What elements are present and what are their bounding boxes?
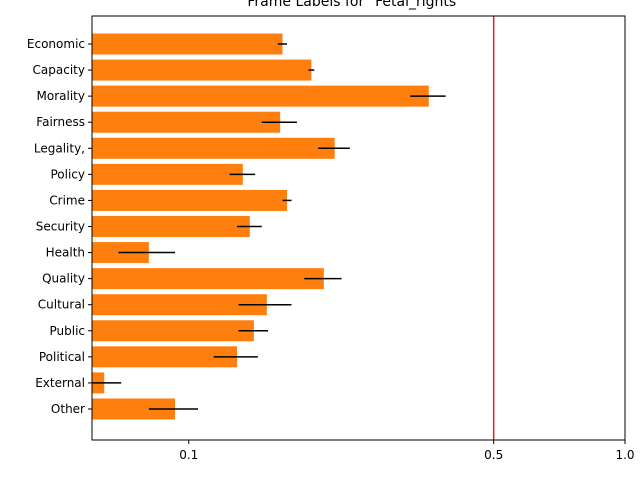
y-tick-label: Political [39, 350, 85, 364]
bar [92, 33, 283, 55]
y-tick-label: External [35, 376, 85, 390]
y-tick-label: Cultural [38, 298, 85, 312]
bar [92, 215, 250, 237]
y-tick-label: Crime [49, 193, 85, 207]
x-tick-label: 0.5 [484, 448, 503, 462]
bars-layer [92, 33, 429, 420]
x-tick-label: 0.1 [179, 448, 198, 462]
y-tick-label: Public [49, 324, 85, 338]
bar [92, 320, 254, 342]
y-axis: Economic Capacity Morality Fairness Legality… [27, 37, 92, 416]
bar [92, 294, 267, 316]
plot-frame [91, 15, 626, 441]
x-tick-label: 1.0 [615, 448, 634, 462]
bar [92, 268, 324, 290]
y-tick-label: Legality, [34, 141, 85, 155]
y-tick-label: Capacity [33, 63, 85, 77]
y-tick-label: Morality [37, 89, 85, 103]
bar [92, 189, 288, 211]
x-axis: 0.1 0.5 1.0 [179, 440, 635, 462]
y-tick-label: Quality [42, 272, 85, 286]
y-tick-label: Security [36, 219, 85, 233]
bar [92, 137, 335, 159]
bar [92, 59, 312, 81]
bar [92, 346, 238, 368]
bar [92, 398, 176, 420]
y-tick-label: Health [46, 246, 85, 260]
bar [92, 85, 429, 107]
chart-title: Frame Labels for "Fetal_rights" [247, 0, 462, 10]
bar [92, 111, 281, 133]
y-tick-label: Fairness [36, 115, 85, 129]
errorbars-layer [92, 43, 446, 410]
y-tick-label: Economic [27, 37, 85, 51]
y-tick-label: Other [51, 402, 85, 416]
bar [92, 163, 243, 185]
y-tick-label: Policy [50, 167, 85, 181]
